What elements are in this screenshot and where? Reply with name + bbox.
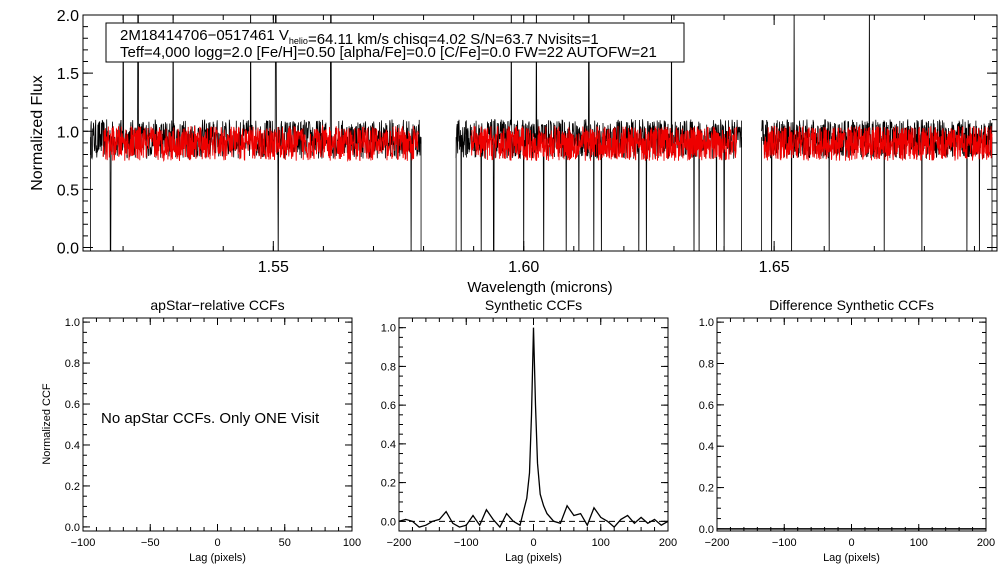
synthetic-ccf-xlabel: Lag (pixels) bbox=[505, 552, 562, 564]
spectrum-ytick-label: 1.5 bbox=[57, 66, 79, 83]
apstar-ccf-annotation: No apStar CCFs. Only ONE Visit bbox=[101, 410, 320, 427]
apstar-ccf-xtick-label: 50 bbox=[279, 537, 291, 549]
apstar-ccf-ytick-label: 0.2 bbox=[65, 481, 80, 493]
synthetic-ccf-xtick-label: 200 bbox=[659, 537, 677, 549]
legend-text: Nvisits=1 bbox=[537, 31, 598, 48]
synthetic-ccf-title: Synthetic CCFs bbox=[485, 297, 582, 313]
synthetic-ccf-ytick-label: 0.6 bbox=[381, 400, 396, 412]
difference-ccf-ytick-label: 0.6 bbox=[699, 400, 714, 412]
synthetic-ccf-ytick-label: 1.0 bbox=[381, 323, 396, 335]
apstar-ccf-ytick-label: 0.8 bbox=[65, 358, 80, 370]
difference-ccf-xtick-label: 0 bbox=[848, 537, 854, 549]
spectrum-ytick-label: 0.0 bbox=[57, 241, 79, 258]
apstar-ccf-ytick-label: 0.6 bbox=[65, 399, 80, 411]
spectrum-lines bbox=[90, 15, 993, 251]
apstar-ccf-xtick-label: 100 bbox=[343, 537, 361, 549]
synthetic-ccf-ytick-label: 0.8 bbox=[381, 361, 396, 373]
spectrum-legend-line2: Teff=4,000 logg=2.0 [Fe/H]=0.50 [alpha/F… bbox=[120, 44, 657, 61]
spectrum-xtick-label: 1.65 bbox=[759, 259, 790, 276]
apstar-ccf-xlabel: Lag (pixels) bbox=[189, 552, 246, 564]
spectrum-frame bbox=[82, 14, 998, 252]
synthetic-ccf-xtick-label: −200 bbox=[387, 537, 412, 549]
apstar-ccf-ytick-label: 0.0 bbox=[65, 522, 80, 534]
legend-text: =64.11 km/s bbox=[308, 31, 393, 48]
spectrum-legend-line1: 2M18414706−0517461 Vhelio=64.11 km/s chi… bbox=[120, 27, 599, 48]
model-spectrum-line bbox=[763, 125, 993, 161]
apstar-ccf-xtick-label: −100 bbox=[71, 537, 96, 549]
difference-ccf-ytick-label: 0.0 bbox=[699, 524, 714, 536]
difference-ccf-xtick-label: −100 bbox=[772, 537, 797, 549]
synthetic-ccf-xtick-label: −100 bbox=[454, 537, 479, 549]
apstar-ccf-ylabel: Normalized CCF bbox=[41, 383, 53, 465]
apstar-ccf-title: apStar−relative CCFs bbox=[150, 297, 284, 313]
difference-ccf-xlabel: Lag (pixels) bbox=[823, 552, 880, 564]
synthetic-ccf-ytick-label: 0.0 bbox=[381, 516, 396, 528]
legend-subscript: helio bbox=[289, 36, 308, 46]
difference-ccf-xtick-label: −200 bbox=[705, 537, 730, 549]
spectrum-ylabel: Normalized Flux bbox=[29, 75, 46, 191]
model-spectrum-line bbox=[470, 126, 738, 162]
difference-ccf-xtick-label: 100 bbox=[910, 537, 928, 549]
difference-ccf-xtick-label: 200 bbox=[977, 537, 995, 549]
difference-ccf-ytick-label: 0.2 bbox=[699, 483, 714, 495]
apstar-ccf-ytick-label: 0.4 bbox=[65, 440, 80, 452]
apstar-ccf-xtick-label: −50 bbox=[141, 537, 160, 549]
spectrum-xlabel: Wavelength (microns) bbox=[467, 279, 612, 296]
spectrum-xtick-label: 1.60 bbox=[508, 259, 539, 276]
spectrum-legend-box bbox=[105, 22, 685, 63]
legend-text: S/N=63.7 bbox=[470, 31, 537, 48]
synthetic-ccf-xtick-label: 0 bbox=[530, 537, 536, 549]
synthetic-ccf-line bbox=[398, 327, 669, 529]
difference-ccf-ytick-label: 0.4 bbox=[699, 441, 714, 453]
legend-text: V bbox=[279, 27, 289, 44]
spectrum-xtick-label: 1.55 bbox=[258, 259, 289, 276]
apstar-ccf-ytick-label: 1.0 bbox=[65, 317, 80, 329]
spectrum-ytick-label: 2.0 bbox=[57, 8, 79, 25]
difference-ccf-frame bbox=[716, 317, 987, 532]
legend-text: chisq=4.02 bbox=[393, 31, 470, 48]
difference-ccf-title: Difference Synthetic CCFs bbox=[769, 297, 934, 313]
apstar-ccf-xtick-label: 0 bbox=[214, 537, 220, 549]
difference-ccf-ytick-label: 0.8 bbox=[699, 358, 714, 370]
model-spectrum-line bbox=[102, 124, 420, 163]
difference-ccf-ytick-label: 1.0 bbox=[699, 317, 714, 329]
spectrum-ytick-label: 1.0 bbox=[57, 124, 79, 141]
synthetic-ccf-ytick-label: 0.2 bbox=[381, 478, 396, 490]
legend-text: 2M18414706−0517461 bbox=[120, 27, 279, 44]
synthetic-ccf-xtick-label: 100 bbox=[592, 537, 610, 549]
spectrum-ytick-label: 0.5 bbox=[57, 182, 79, 199]
synthetic-ccf-ytick-label: 0.4 bbox=[381, 439, 396, 451]
